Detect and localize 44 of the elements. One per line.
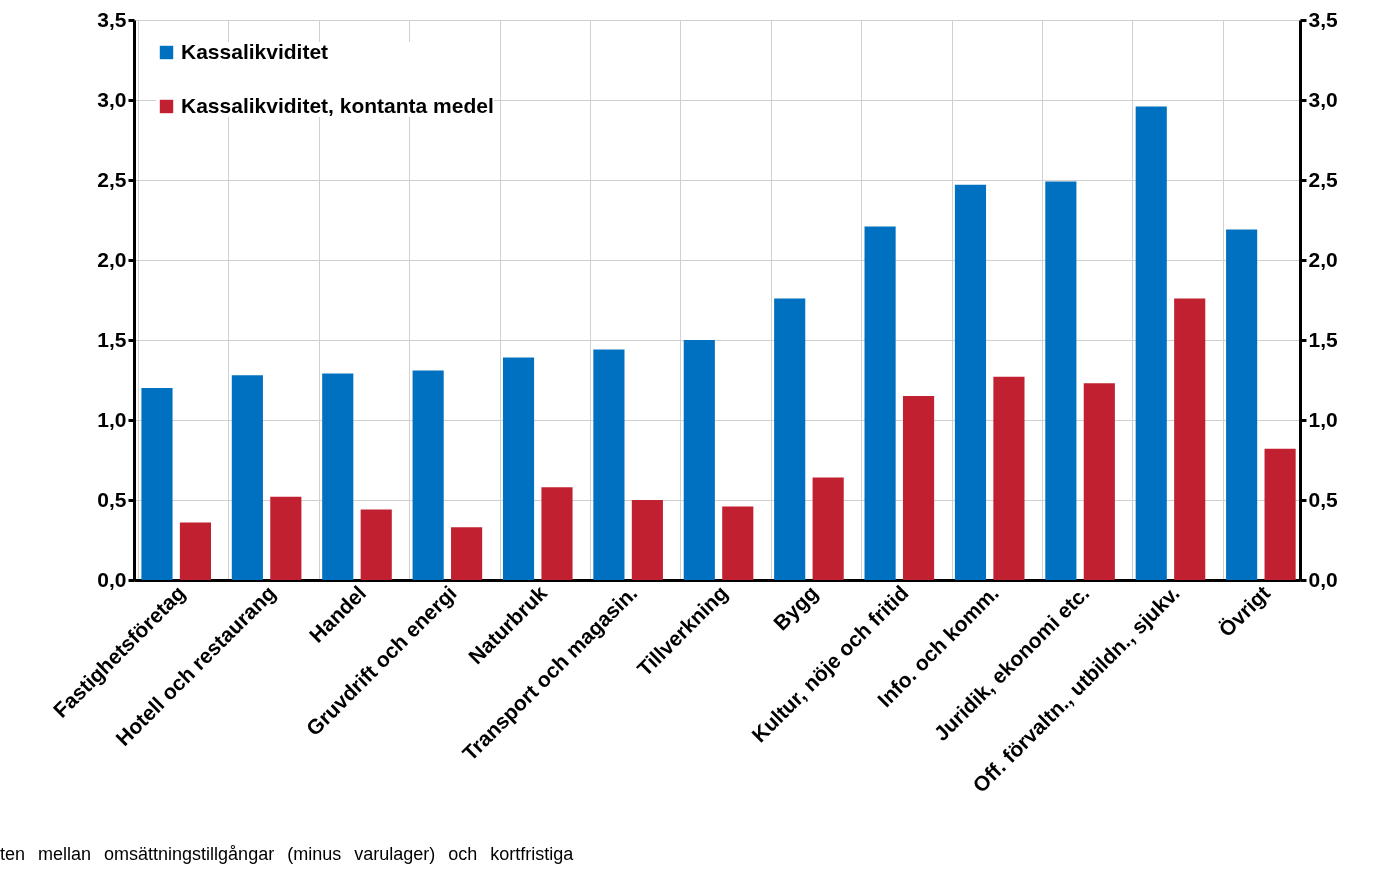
y-tick-label: 1,0 [97, 407, 127, 431]
y2-tick-label: 0,0 [1308, 567, 1338, 591]
y2-tick-label: 2,0 [1308, 247, 1338, 271]
y-tick-label: 1,5 [97, 327, 127, 351]
y2-tick-label: 0,5 [1308, 487, 1339, 511]
text: ten mellan omsättningstillgångar (minus varulager) och kortfristiga [0, 844, 574, 865]
y2-tick-label: 3,5 [1308, 7, 1339, 31]
bar [993, 376, 1025, 580]
bar [1083, 383, 1115, 580]
bar [502, 357, 535, 580]
bar [270, 496, 302, 580]
legend-label: Kassalikviditet, kontanta medel [181, 93, 494, 117]
bar [774, 298, 806, 580]
bar [902, 396, 935, 580]
bar [360, 509, 392, 580]
bar [722, 506, 754, 580]
y2-tick-label: 3,0 [1308, 87, 1338, 111]
bar [541, 487, 573, 580]
y2-tick-label: 1,5 [1308, 327, 1339, 351]
y-tick-label: 3,5 [97, 7, 127, 31]
bar [231, 375, 263, 580]
bar [1135, 106, 1167, 580]
bar [322, 373, 354, 580]
bar [1226, 229, 1258, 580]
bar [1045, 181, 1077, 580]
bar [1174, 298, 1206, 580]
y-tick-label: 0,5 [97, 487, 127, 511]
bar [141, 388, 173, 580]
bar [451, 527, 483, 580]
bar [179, 522, 212, 580]
bar [683, 340, 715, 580]
bar [1264, 448, 1296, 580]
bar [593, 349, 625, 580]
y2-tick-label: 2,5 [1308, 167, 1339, 191]
bar [812, 477, 844, 580]
bar [412, 370, 444, 580]
y-tick-label: 2,0 [97, 247, 127, 271]
y-tick-label: 3,0 [97, 87, 127, 111]
legend-label: Kassalikviditet [181, 39, 329, 63]
y2-tick-label: 1,0 [1308, 407, 1338, 431]
bar [864, 226, 896, 580]
y-tick-label: 2,5 [97, 167, 127, 191]
bar [631, 500, 663, 580]
bar [954, 184, 987, 580]
